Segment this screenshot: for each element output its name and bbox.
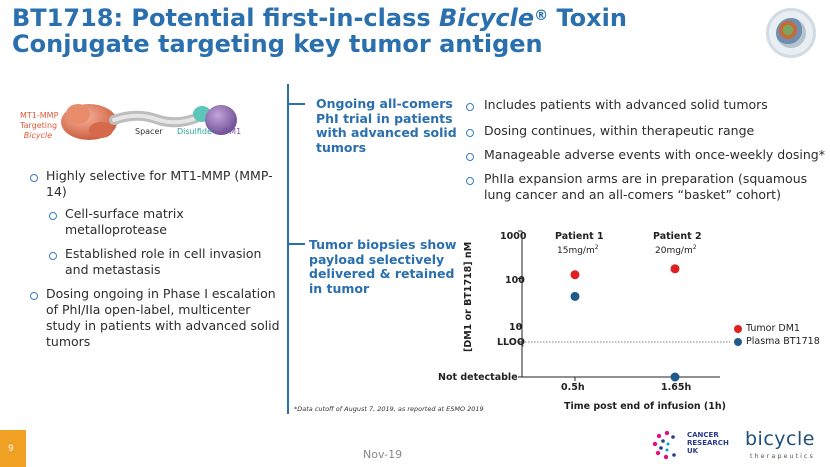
list-item: Dosing ongoing in Phase I escalation of P… bbox=[46, 286, 280, 349]
data-point-tumor-dm1 bbox=[570, 270, 580, 280]
list-item: Includes patients with advanced solid tu… bbox=[484, 97, 768, 112]
legend-plasma-bt1718: Plasma BT1718 bbox=[746, 336, 820, 347]
y-tick-label-100: 100 bbox=[505, 275, 525, 286]
footer-date: Nov-19 bbox=[363, 448, 403, 461]
bicycle-logo: bicycle bbox=[745, 428, 815, 450]
list-item: Manageable adverse events with once-week… bbox=[484, 147, 825, 162]
patient-1-label: Patient 1 bbox=[555, 231, 604, 242]
x-tick-label-0-5h: 0.5h bbox=[561, 382, 585, 393]
page-number-tab bbox=[0, 430, 26, 467]
bullet-ring-icon bbox=[30, 174, 38, 182]
y-tick-label-lloq: LLOQ bbox=[497, 337, 525, 348]
vertical-divider bbox=[287, 84, 289, 414]
y-tick-label-1000: 1000 bbox=[500, 231, 527, 242]
disulfide-label: Disulfide bbox=[177, 127, 212, 136]
legend-plasma-bt1718-swatch bbox=[734, 338, 742, 346]
data-point-tumor-dm1 bbox=[670, 264, 680, 274]
patient-2-label: Patient 2 bbox=[653, 231, 702, 242]
bullet-ring-icon bbox=[466, 177, 474, 185]
patient-2-dose: 20mg/m2 bbox=[655, 244, 697, 256]
divider-tick bbox=[289, 103, 305, 105]
x-tick-label-1-65h: 1.65h bbox=[661, 382, 692, 393]
bullet-ring-icon bbox=[466, 103, 474, 111]
bicycle-logo-sub: therapeutics bbox=[750, 452, 815, 460]
list-item: PhIIa expansion arms are in preparation … bbox=[484, 171, 808, 202]
molecule-badge-icon bbox=[766, 8, 816, 58]
list-item: Established role in cell invasion and met… bbox=[65, 246, 262, 277]
y-tick-label-10: 10 bbox=[509, 322, 523, 333]
spacer-label: Spacer bbox=[135, 127, 163, 136]
bullet-ring-icon bbox=[49, 212, 57, 220]
data-point-plasma-bt1718 bbox=[670, 372, 680, 382]
bullet-ring-icon bbox=[466, 153, 474, 161]
divider-tick bbox=[289, 243, 305, 245]
bullet-ring-icon bbox=[466, 129, 474, 137]
cruk-logo-icon bbox=[652, 430, 676, 460]
trial-heading: Ongoing all-comers PhI trial in patients w… bbox=[316, 96, 457, 155]
patient-1-dose: 15mg/m2 bbox=[557, 244, 599, 256]
x-axis-label: Time post end of infusion (1h) bbox=[564, 401, 726, 412]
list-item: Cell-surface matrix metalloprotease bbox=[65, 206, 184, 237]
list-item: Highly selective for MT1-MMP (MMP- 14) bbox=[46, 168, 273, 199]
legend-tumor-dm1: Tumor DM1 bbox=[746, 323, 800, 334]
y-axis-label: [DM1 or BT1718] nM bbox=[463, 241, 474, 352]
footnote: *Data cutoff of August 7, 2019, as repor… bbox=[294, 405, 484, 413]
biopsy-heading: Tumor biopsies show payload selectively de… bbox=[309, 237, 457, 296]
page-title: BT1718: Potential first-in-class Bicycle… bbox=[12, 4, 627, 58]
right-bullet-list: Includes patients with advanced solid tu… bbox=[460, 0, 830, 220]
cruk-logo-text: CANCER RESEARCH UK bbox=[687, 431, 729, 455]
left-bullet-list: Highly selective for MT1-MMP (MMP- 14) Ce… bbox=[0, 0, 285, 467]
page-number: 9 bbox=[8, 444, 14, 454]
bt1718-molecule-icon bbox=[61, 104, 237, 140]
bullet-ring-icon bbox=[30, 292, 38, 300]
mt1-mmp-bicycle-label: MT1-MMP Targeting Bicycle bbox=[20, 111, 59, 140]
biopsy-chart bbox=[518, 230, 730, 382]
data-point-plasma-bt1718 bbox=[570, 291, 580, 301]
dm1-label: DM1 bbox=[223, 127, 242, 136]
legend-tumor-dm1-swatch bbox=[734, 325, 742, 333]
y-tick-label-not-detectable: Not detectable bbox=[438, 372, 518, 383]
list-item: Dosing continues, within therapeutic ran… bbox=[484, 123, 755, 138]
bullet-ring-icon bbox=[49, 252, 57, 260]
